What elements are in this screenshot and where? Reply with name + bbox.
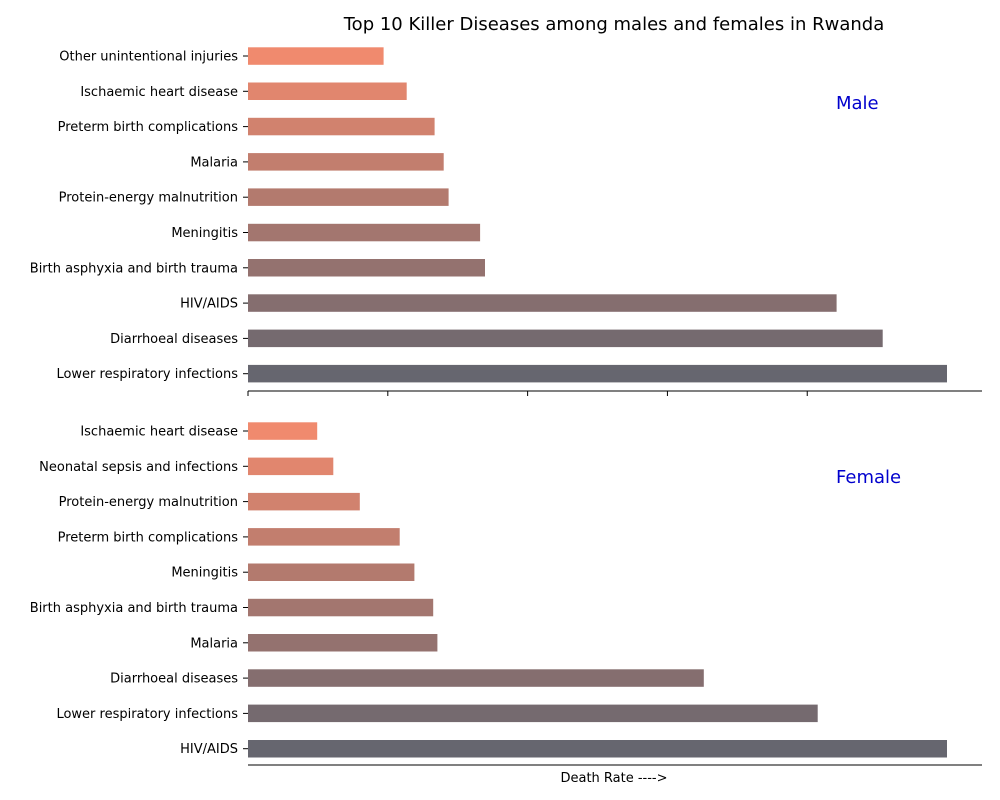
panel-female: Ischaemic heart disease Neonatal sepsis a…: [30, 422, 982, 766]
y-tick-label: Preterm birth complications: [58, 120, 239, 135]
y-tick-label: Birth asphyxia and birth trauma: [30, 261, 238, 276]
panels: Other unintentional injuries Ischaemic he…: [30, 47, 982, 766]
bar: [248, 294, 837, 312]
panel-male: Other unintentional injuries Ischaemic he…: [30, 47, 982, 396]
y-tick-label: Lower respiratory infections: [56, 707, 238, 722]
y-tick-label: HIV/AIDS: [180, 742, 238, 757]
bar: [248, 153, 444, 171]
y-tick-label: Protein-energy malnutrition: [59, 191, 238, 206]
y-tick-label: Ischaemic heart disease: [80, 425, 238, 440]
bar: [248, 422, 318, 440]
y-tick-label: HIV/AIDS: [180, 297, 238, 312]
y-tick-label: Other unintentional injuries: [59, 50, 238, 65]
bar: [248, 117, 435, 136]
y-tick-label: Malaria: [190, 155, 238, 170]
bar: [248, 492, 360, 511]
bar: [248, 704, 818, 723]
y-tick-label: Ischaemic heart disease: [80, 85, 238, 100]
y-tick-label: Diarrhoeal diseases: [110, 332, 238, 347]
bar: [248, 598, 434, 617]
y-tick-label: Birth asphyxia and birth trauma: [30, 601, 238, 616]
bar: [248, 364, 947, 383]
y-tick-label: Diarrhoeal diseases: [110, 672, 238, 687]
y-tick-label: Meningitis: [171, 566, 238, 581]
y-tick-label: Meningitis: [171, 226, 238, 241]
x-axis-label: Death Rate ---->: [560, 771, 667, 786]
bar: [248, 669, 704, 687]
y-tick-label: Neonatal sepsis and infections: [39, 460, 238, 475]
y-tick-label: Protein-energy malnutrition: [59, 495, 238, 510]
bar: [248, 47, 384, 65]
bar: [248, 188, 449, 206]
panel-label: Female: [836, 467, 901, 488]
bar: [248, 223, 481, 242]
bar: [248, 528, 400, 546]
bar: [248, 634, 438, 652]
y-tick-label: Preterm birth complications: [58, 530, 239, 545]
y-tick-label: Malaria: [190, 636, 238, 651]
chart-title: Top 10 Killer Diseases among males and f…: [343, 14, 884, 35]
bar: [248, 457, 334, 476]
bar: [248, 740, 947, 758]
bar: [248, 563, 415, 581]
panel-label: Male: [836, 93, 879, 114]
bar: [248, 82, 407, 100]
y-tick-label: Lower respiratory infections: [56, 367, 238, 382]
bar: [248, 329, 883, 348]
bar: [248, 259, 485, 277]
